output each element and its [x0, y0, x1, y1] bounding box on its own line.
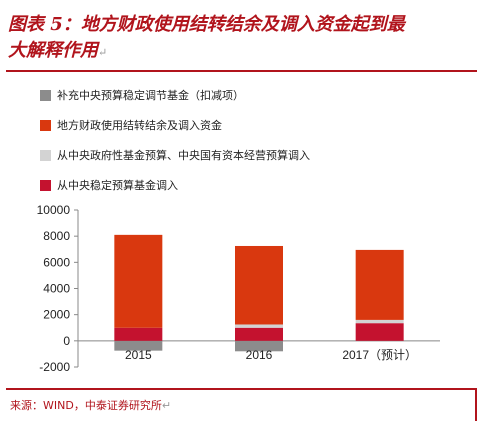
y-tick-label: 8000 [43, 229, 70, 243]
bar-segment-s4 [114, 327, 163, 341]
bar-segment-s1 [235, 340, 283, 352]
legend-swatch-1 [40, 89, 51, 101]
legend-label-4: 从中央稳定预算基金调入 [57, 179, 178, 192]
bar-segment-s2 [355, 249, 404, 320]
source-rule [6, 388, 477, 390]
title-line-2: 大解释作用↵ [8, 40, 108, 61]
bar-segment-s3 [355, 319, 404, 324]
source-rule-right [475, 388, 477, 421]
legend-label-2: 地方财政使用结转结余及调入资金 [57, 119, 222, 132]
bar-segment-s2 [235, 245, 283, 325]
x-tick-label: 2017（预计） [342, 348, 417, 362]
bar-segment-s4 [235, 327, 283, 341]
title-line-1: 图表 5：地方财政使用结转结余及调入资金起到最 [8, 14, 405, 35]
bar-segment-s4 [355, 323, 404, 341]
y-tick-label: 6000 [43, 255, 70, 269]
return-mark: ↵ [98, 46, 108, 59]
legend-label-1: 补充中央预算稳定调节基金（扣减项） [57, 89, 244, 102]
y-tick-label: 2000 [43, 308, 70, 322]
chart-legend: 补充中央预算稳定调节基金（扣减项） 地方财政使用结转结余及调入资金 从中央政府性… [40, 80, 310, 200]
legend-item-4: 从中央稳定预算基金调入 [40, 170, 310, 200]
bar-segment-s2 [114, 234, 163, 328]
bar-chart: -2000 0 2000 4000 6000 8000 10000 2015 2016 2017（… [37, 203, 440, 374]
legend-swatch-4 [40, 179, 51, 191]
bar-segment-s3 [235, 324, 283, 328]
y-tick-label: -2000 [39, 360, 70, 374]
legend-swatch-2 [40, 119, 51, 131]
x-tick-label: 2016 [246, 348, 273, 362]
legend-item-3: 从中央政府性基金预算、中央国有资本经营预算调入 [40, 140, 310, 170]
bar-segment-s1 [114, 340, 163, 351]
source-return-mark: ↵ [161, 399, 172, 412]
y-tick-label: 0 [63, 334, 70, 348]
figure-title: 图表 5：地方财政使用结转结余及调入资金起到最 大解释作用↵ [8, 12, 478, 66]
legend-item-1: 补充中央预算稳定调节基金（扣减项） [40, 80, 310, 110]
source-note: 来源：WIND，中泰证券研究所↵ [10, 399, 172, 412]
title-rule [6, 70, 477, 72]
legend-item-2: 地方财政使用结转结余及调入资金 [40, 110, 310, 140]
legend-swatch-3 [40, 149, 51, 161]
legend-label-3: 从中央政府性基金预算、中央国有资本经营预算调入 [57, 149, 310, 162]
y-tick-label: 10000 [37, 203, 71, 217]
x-tick-label: 2015 [125, 348, 152, 362]
y-tick-label: 4000 [43, 282, 70, 296]
